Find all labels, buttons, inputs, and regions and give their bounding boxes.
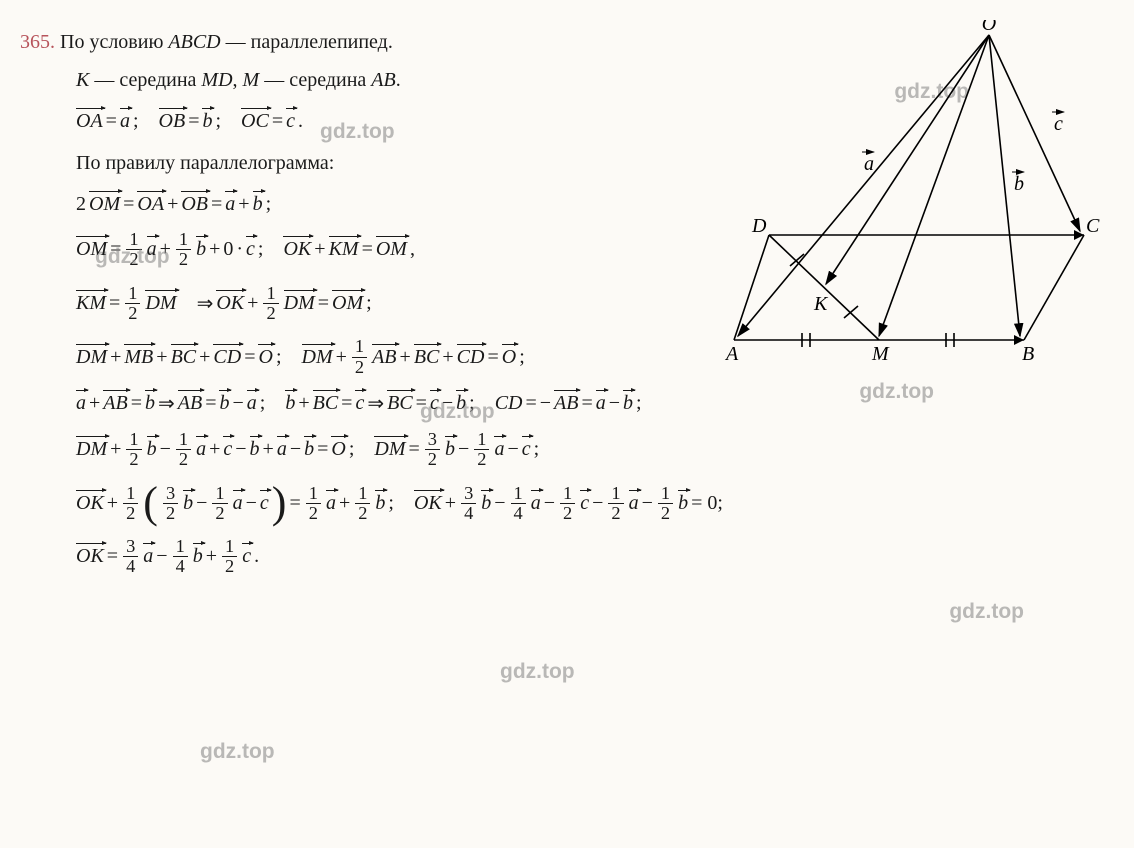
svg-text:K: K: [813, 293, 829, 315]
svg-text:B: B: [1022, 343, 1034, 365]
problem-number: 365.: [20, 31, 55, 53]
svg-text:O: O: [982, 20, 996, 35]
svg-text:C: C: [1086, 215, 1100, 237]
eq-8-result: OK = 34a − 14b + 12c .: [76, 537, 1114, 577]
eq-5: a + AB = b ⇒ AB = b − a; b + BC = c ⇒ BC…: [76, 391, 1114, 416]
svg-text:b: b: [1014, 173, 1024, 195]
svg-text:M: M: [871, 343, 890, 365]
svg-text:D: D: [751, 215, 767, 237]
watermark: gdz.top: [200, 740, 275, 764]
geometry-diagram: O A B C D M K a b c: [714, 20, 1104, 380]
watermark: gdz.top: [949, 600, 1024, 624]
svg-text:c: c: [1054, 113, 1063, 135]
eq-7: OK + 12 ( 32b − 12a − c ) = 12a + 12b; O…: [76, 484, 1114, 524]
watermark: gdz.top: [500, 660, 575, 684]
svg-text:A: A: [724, 343, 739, 365]
eq-6: DM + 12b − 12a + c − b + a − b = O; DM =…: [76, 430, 1114, 470]
svg-text:a: a: [864, 153, 874, 175]
